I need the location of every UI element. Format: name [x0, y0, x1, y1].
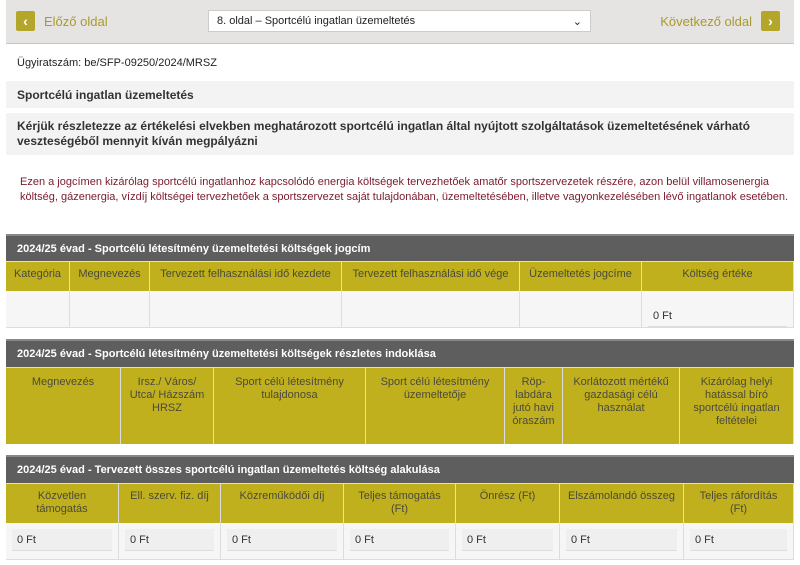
- amount-field: 0 Ft: [12, 529, 112, 551]
- cost-title-table: 2024/25 évad - Sportcélú létesítmény üze…: [6, 234, 794, 328]
- table-cell: [70, 291, 150, 328]
- page-select-value: 8. oldal – Sportcélú ingatlan üzemelteté…: [217, 15, 416, 27]
- next-page-label: Következő oldal: [660, 13, 752, 29]
- amount-field: 0 Ft: [125, 529, 214, 551]
- table-title: 2024/25 évad - Sportcélú létesítmény üze…: [6, 234, 794, 261]
- column-header: Megnevezés: [70, 261, 150, 291]
- page-navigation-bar: ‹ Előző oldal 8. oldal – Sportcélú ingatl…: [6, 0, 794, 44]
- column-header: Önrész (Ft): [456, 483, 560, 523]
- table-cell: [6, 291, 70, 328]
- column-header: Teljes ráfordítás (Ft): [684, 483, 794, 523]
- notice-text: Ezen a jogcímen kizárólag sportcélú inga…: [20, 176, 789, 203]
- chevron-right-icon: ›: [761, 11, 780, 31]
- amount-field: 0 Ft: [690, 529, 787, 551]
- table-title: 2024/25 évad - Tervezett összes sportcél…: [6, 455, 794, 483]
- previous-page-label: Előző oldal: [44, 13, 108, 29]
- table-cell: 0 Ft: [560, 523, 684, 560]
- column-header: Üzemeltetés jogcíme: [520, 261, 642, 291]
- column-header: Elszámolandó összeg: [560, 483, 684, 523]
- column-header: Teljes támogatás (Ft): [344, 483, 456, 523]
- section-title: Sportcélú ingatlan üzemeltetés: [6, 81, 794, 108]
- next-page-button[interactable]: Következő oldal ›: [660, 11, 780, 31]
- chevron-down-icon: ⌄: [572, 15, 582, 28]
- cost-summary-table: 2024/25 évad - Tervezett összes sportcél…: [6, 455, 794, 560]
- column-header: Közvetlen támogatás: [6, 483, 119, 523]
- amount-field: 0 Ft: [227, 529, 337, 551]
- table-cell: 0 Ft: [456, 523, 560, 560]
- table-cell: [342, 291, 520, 328]
- column-header: Ell. szerv. fiz. díj: [119, 483, 221, 523]
- column-header: Tervezett felhasználási idő kezdete: [150, 261, 342, 291]
- column-header: Közreműködői díj: [221, 483, 344, 523]
- table-cell: 0 Ft: [119, 523, 221, 560]
- column-header: Költség értéke: [642, 261, 794, 291]
- column-header: Sport célú létesítmény tulajdonosa: [214, 367, 366, 444]
- table-cell: [150, 291, 342, 328]
- column-header: Kategória: [6, 261, 70, 291]
- chevron-left-icon: ‹: [16, 11, 35, 31]
- question-text: Kérjük részletezze az értékelési elvekbe…: [6, 113, 794, 155]
- column-header: Kizárólag helyi hatással bíró sportcélú …: [680, 367, 794, 444]
- cost-justification-table: 2024/25 évad - Sportcélú létesítmény üze…: [6, 339, 794, 444]
- column-header: Sport célú létesítmény üzemeltetője: [366, 367, 505, 444]
- table-cell: [520, 291, 642, 328]
- table-cell: 0 Ft: [344, 523, 456, 560]
- column-header: Megnevezés: [6, 367, 121, 444]
- page-select[interactable]: 8. oldal – Sportcélú ingatlan üzemelteté…: [208, 10, 591, 32]
- table-cell: 0 Ft: [221, 523, 344, 560]
- amount-field: 0 Ft: [566, 529, 677, 551]
- table-cell: 0 Ft: [642, 291, 794, 328]
- table-cell: 0 Ft: [684, 523, 794, 560]
- amount-field: 0 Ft: [350, 529, 449, 551]
- previous-page-button[interactable]: ‹ Előző oldal: [16, 11, 108, 31]
- column-header: Irsz./ Város/ Utca/ Házszám HRSZ: [121, 367, 214, 444]
- amount-field: 0 Ft: [648, 305, 787, 327]
- column-header: Korlátozott mértékű gazdasági célú haszn…: [563, 367, 680, 444]
- amount-field: 0 Ft: [462, 529, 553, 551]
- table-cell: 0 Ft: [6, 523, 119, 560]
- column-header: Tervezett felhasználási idő vége: [342, 261, 520, 291]
- table-title: 2024/25 évad - Sportcélú létesítmény üze…: [6, 339, 794, 367]
- column-header: Röp-labdára jutó havi óraszám: [505, 367, 563, 444]
- case-number: Ügyiratszám: be/SFP-09250/2024/MRSZ: [17, 57, 217, 69]
